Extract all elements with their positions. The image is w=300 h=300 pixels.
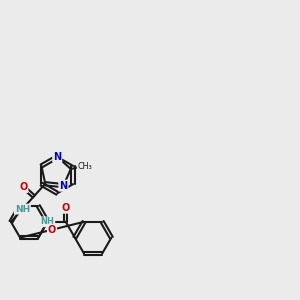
Text: N: N	[59, 181, 68, 191]
Text: O: O	[61, 203, 70, 213]
Text: CH₃: CH₃	[77, 161, 92, 170]
Text: NH: NH	[40, 217, 54, 226]
Text: N: N	[53, 152, 61, 162]
Text: O: O	[19, 182, 27, 192]
Text: O: O	[48, 225, 56, 235]
Text: NH: NH	[15, 205, 30, 214]
